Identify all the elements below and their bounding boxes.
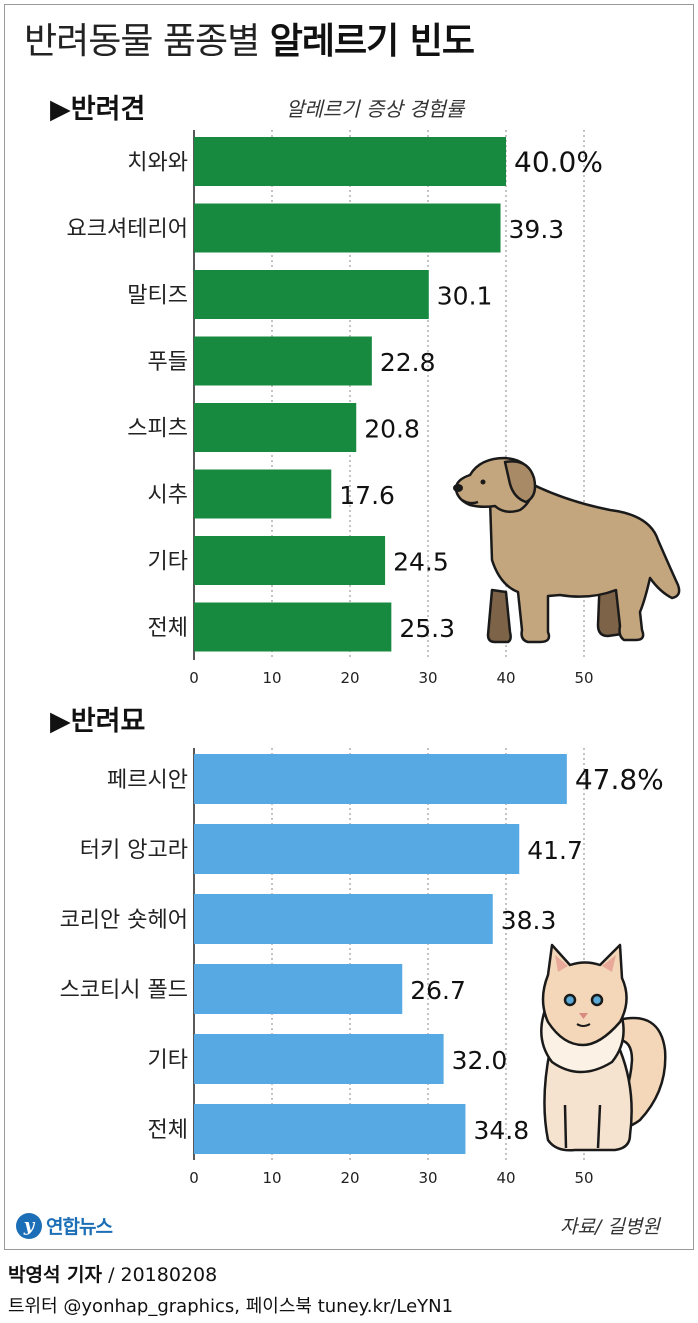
cat-tick-label: 50	[574, 1169, 593, 1187]
cat-category-label: 터키 앙고라	[80, 838, 188, 863]
dog-tick-label: 30	[418, 669, 437, 687]
dog-value-labels: 40.0% 39.3 30.1 22.8 20.8 17.6 24.5 25.3	[339, 146, 603, 644]
dog-bar	[194, 403, 357, 452]
cat-bars	[194, 754, 567, 1154]
dog-tick-label: 10	[262, 669, 281, 687]
cat-category-label: 스코티시 폴드	[60, 978, 188, 1003]
cat-value-label: 26.7	[410, 976, 466, 1005]
cat-tick-label: 30	[418, 1169, 437, 1187]
dog-value-label: 39.3	[509, 215, 565, 244]
cat-bar	[194, 894, 493, 944]
dog-bar	[194, 203, 501, 253]
dog-bar	[194, 536, 386, 585]
cat-value-label: 38.3	[501, 906, 557, 935]
dog-tick-labels: 0 10 20 30 40 50	[189, 669, 593, 687]
cat-category-label: 페르시안	[107, 768, 188, 793]
cat-tick-label: 20	[340, 1169, 359, 1187]
dog-value-label: 40.0%	[514, 146, 603, 179]
title-bold: 알레르기 빈도	[269, 21, 475, 62]
dog-chart-panel: ▶반려견 알레르기 증상 경험률 치와와요크셔테리어말티즈푸들스피츠시추기타전체…	[50, 94, 603, 687]
dog-bar	[194, 137, 506, 186]
page-title: 반려동물 품종별 알레르기 빈도	[24, 12, 475, 64]
dog-value-label: 25.3	[399, 614, 455, 643]
cat-tick-labels: 0 10 20 30 40 50	[189, 1169, 593, 1187]
reporter-credit: 박영석 기자 / 20180208	[8, 1260, 217, 1287]
metric-label: 알레르기 증상 경험률	[286, 97, 466, 121]
cat-value-label: 41.7	[527, 836, 583, 865]
cat-illustration	[540, 943, 667, 1152]
title-light: 반려동물 품종별	[24, 21, 260, 62]
dog-tick-label: 50	[574, 669, 593, 687]
dog-bar	[194, 602, 392, 652]
social-handles: 트위터 @yonhap_graphics, 페이스북 tuney.kr/LeYN…	[8, 1296, 454, 1317]
dog-category-label: 말티즈	[127, 284, 188, 309]
dog-category-label: 치와와	[127, 151, 188, 176]
dog-tick-label: 0	[189, 669, 199, 687]
dog-category-label: 시추	[148, 483, 188, 508]
cat-value-label: 47.8%	[575, 763, 664, 796]
source-note: 자료/ 길병원	[560, 1216, 661, 1238]
cat-category-label: 전체	[148, 1118, 188, 1143]
dog-value-label: 24.5	[393, 548, 449, 577]
dog-bars	[194, 137, 506, 652]
cat-grid	[193, 748, 585, 1160]
cat-bar	[194, 1034, 444, 1084]
dog-value-label: 20.8	[364, 415, 420, 444]
dog-category-label: 푸들	[148, 350, 188, 375]
dog-category-label: 기타	[148, 550, 188, 575]
cat-tick-label: 10	[262, 1169, 281, 1187]
dog-category-label: 요크셔테리어	[67, 217, 188, 242]
dog-bar	[194, 270, 429, 319]
dog-illustration	[453, 456, 681, 644]
cat-value-label: 34.8	[473, 1116, 529, 1145]
reporter-date: / 20180208	[108, 1264, 218, 1286]
cat-bar	[194, 964, 403, 1014]
dog-tick-label: 40	[496, 669, 515, 687]
cat-section-title: ▶반려묘	[50, 706, 145, 737]
cat-value-label: 32.0	[452, 1046, 508, 1075]
dog-bar	[194, 469, 332, 519]
cat-tick-label: 40	[496, 1169, 515, 1187]
cat-bar	[194, 1104, 466, 1154]
dog-bar	[194, 336, 372, 386]
dog-category-label: 스피츠	[127, 417, 188, 442]
cat-bar	[194, 754, 567, 804]
dog-value-label: 22.8	[380, 348, 436, 377]
dog-section-title: ▶반려견	[50, 94, 145, 125]
reporter-name: 박영석 기자	[8, 1264, 103, 1286]
dog-tick-label: 20	[340, 669, 359, 687]
cat-category-label: 기타	[148, 1048, 188, 1073]
yonhap-logo-icon: y	[16, 1212, 42, 1239]
dog-value-label: 30.1	[437, 282, 493, 311]
cat-category-label: 코리안 숏헤어	[60, 908, 188, 933]
infographic-frame	[4, 4, 694, 1250]
cat-value-labels: 47.8% 41.7 38.3 26.7 32.0 34.8	[410, 763, 664, 1145]
cat-tick-label: 0	[189, 1169, 199, 1187]
logo-text: 연합뉴스	[46, 1216, 113, 1238]
cat-bar	[194, 824, 520, 874]
dog-category-label: 전체	[148, 616, 188, 641]
dog-value-label: 17.6	[339, 481, 395, 510]
yonhap-logo: y 연합뉴스	[16, 1212, 113, 1239]
